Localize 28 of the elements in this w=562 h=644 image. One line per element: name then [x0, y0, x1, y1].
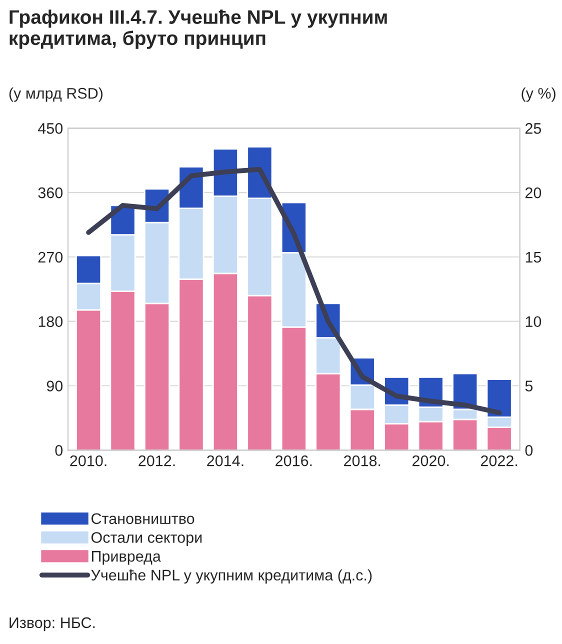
- y2-tick-label: 15: [526, 252, 542, 263]
- y-tick-label: 180: [38, 316, 63, 328]
- legend-label: Учешће NPL у укупним кредитима (д.с.): [91, 569, 372, 584]
- x-tick-label: 2010.: [70, 455, 106, 466]
- y-tick-label: 0: [55, 445, 63, 456]
- y2-tick-label: 25: [525, 123, 542, 134]
- y-tick-label: 90: [46, 380, 63, 392]
- y2-tick-label: 0: [525, 445, 533, 456]
- y2-tick-label: 5: [525, 380, 533, 392]
- y2-tick-label: 10: [526, 316, 542, 328]
- y-tick-label: 450: [38, 123, 63, 134]
- legend-label: Становништво: [92, 513, 194, 524]
- chart-title: Графикон III.4.7. Учешће NPL у укупним кредитима, бруто принцип: [10, 10, 387, 49]
- y-tick-label: 270: [38, 252, 63, 263]
- y2-tick-label: 20: [525, 187, 542, 198]
- x-tick-label: 2016.: [276, 455, 312, 466]
- y-axis-title: (у млрд RSD): [9, 88, 103, 102]
- x-tick-label: 2020.: [412, 455, 449, 466]
- x-tick-label: 2022.: [480, 455, 518, 466]
- line-series: [86, 166, 502, 416]
- legend-label: Остали сектори: [91, 532, 202, 546]
- x-tick-label: 2012.: [138, 455, 175, 466]
- legend-label: Привреда: [92, 551, 161, 565]
- y2-axis-title: (у %): [522, 88, 556, 102]
- x-tick-label: 2018.: [344, 455, 380, 466]
- y-tick-label: 360: [38, 187, 63, 198]
- x-tick-label: 2014.: [207, 455, 244, 466]
- text: Извор: НБС.: [10, 617, 95, 632]
